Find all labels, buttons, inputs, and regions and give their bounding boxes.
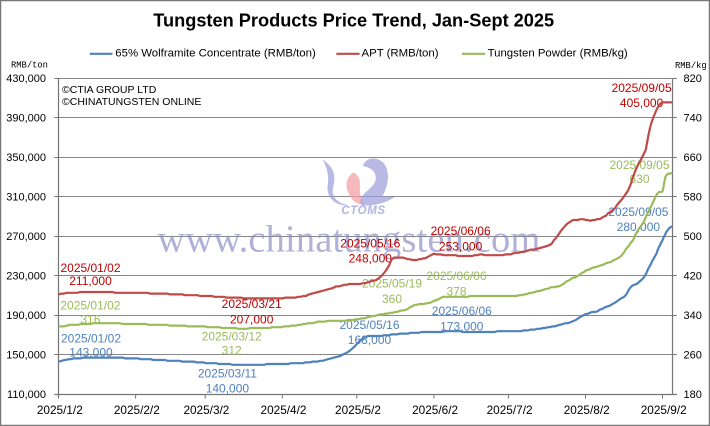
svg-text:310,000: 310,000 (6, 192, 46, 204)
svg-text:©CHINATUNGSTEN ONLINE: ©CHINATUNGSTEN ONLINE (62, 96, 201, 108)
svg-text:211,000: 211,000 (69, 274, 112, 288)
svg-text:2025/8/2: 2025/8/2 (564, 403, 610, 417)
svg-text:Tungsten Products Price Trend,: Tungsten Products Price Trend, Jan-Sept … (153, 11, 554, 31)
svg-text:2025/09/05: 2025/09/05 (609, 158, 669, 172)
svg-text:405,000: 405,000 (620, 96, 664, 110)
svg-text:2025/03/11: 2025/03/11 (198, 366, 257, 380)
svg-text:65% Wolframite Concentrate (RM: 65% Wolframite Concentrate (RMB/ton) (115, 47, 316, 59)
svg-text:230,000: 230,000 (6, 271, 46, 283)
svg-text:Tungsten Powder (RMB/kg): Tungsten Powder (RMB/kg) (488, 47, 628, 59)
svg-text:2025/6/2: 2025/6/2 (412, 403, 458, 417)
svg-text:2025/06/06: 2025/06/06 (432, 304, 492, 318)
svg-text:280,000: 280,000 (617, 220, 661, 234)
svg-text:253,000: 253,000 (439, 240, 483, 254)
svg-text:www.chinatungsten.com: www.chinatungsten.com (157, 219, 540, 261)
svg-text:660: 660 (684, 152, 702, 164)
svg-text:APT (RMB/ton): APT (RMB/ton) (362, 47, 439, 59)
svg-text:207,000: 207,000 (230, 313, 274, 327)
svg-text:500: 500 (684, 231, 702, 243)
svg-text:180: 180 (684, 389, 702, 401)
svg-text:2025/5/2: 2025/5/2 (335, 403, 381, 417)
svg-text:©CTIA GROUP LTD: ©CTIA GROUP LTD (62, 84, 157, 96)
svg-text:2025/9/2: 2025/9/2 (641, 403, 687, 417)
svg-text:2025/2/2: 2025/2/2 (114, 403, 160, 417)
svg-text:140,000: 140,000 (206, 382, 250, 396)
svg-text:2025/06/06: 2025/06/06 (426, 269, 486, 283)
svg-text:RMB/kg: RMB/kg (675, 61, 707, 71)
svg-text:143,000: 143,000 (69, 346, 113, 360)
svg-text:150,000: 150,000 (6, 350, 46, 362)
svg-text:270,000: 270,000 (6, 231, 46, 243)
svg-text:2025/4/2: 2025/4/2 (261, 403, 307, 417)
svg-text:CTOMS: CTOMS (341, 205, 385, 217)
svg-text:173,000: 173,000 (440, 319, 484, 333)
svg-text:340: 340 (684, 310, 702, 322)
svg-text:2025/05/19: 2025/05/19 (362, 277, 422, 291)
svg-text:378: 378 (446, 284, 466, 298)
svg-text:2025/01/02: 2025/01/02 (61, 331, 121, 345)
svg-text:820: 820 (684, 73, 702, 85)
svg-text:312: 312 (222, 344, 242, 358)
svg-text:2025/3/2: 2025/3/2 (183, 403, 229, 417)
svg-text:420: 420 (684, 271, 702, 283)
svg-text:2025/01/02: 2025/01/02 (60, 298, 120, 312)
svg-text:350,000: 350,000 (6, 152, 46, 164)
svg-text:360: 360 (382, 292, 402, 306)
svg-text:2025/09/05: 2025/09/05 (612, 81, 672, 95)
svg-text:248,000: 248,000 (349, 252, 393, 266)
svg-text:390,000: 390,000 (6, 113, 46, 125)
svg-text:260: 260 (684, 350, 702, 362)
svg-text:2025/7/2: 2025/7/2 (487, 403, 533, 417)
svg-text:2025/01/02: 2025/01/02 (60, 261, 120, 275)
svg-text:2025/09/05: 2025/09/05 (608, 205, 668, 219)
svg-text:110,000: 110,000 (7, 389, 46, 401)
svg-text:RMB/ton: RMB/ton (11, 60, 48, 70)
svg-text:2025/03/21: 2025/03/21 (222, 297, 282, 311)
svg-text:430,000: 430,000 (6, 73, 46, 85)
svg-text:2025/06/06: 2025/06/06 (431, 224, 491, 238)
svg-text:2025/05/16: 2025/05/16 (340, 236, 400, 250)
svg-text:190,000: 190,000 (6, 310, 46, 322)
svg-text:580: 580 (684, 192, 702, 204)
svg-text:2025/1/2: 2025/1/2 (37, 403, 83, 417)
svg-text:740: 740 (684, 113, 702, 125)
svg-text:2025/03/12: 2025/03/12 (202, 330, 262, 344)
svg-text:2025/05/16: 2025/05/16 (339, 318, 399, 332)
